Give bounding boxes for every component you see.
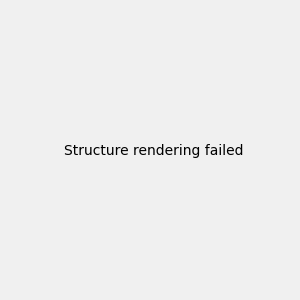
Text: Structure rendering failed: Structure rendering failed: [64, 145, 244, 158]
